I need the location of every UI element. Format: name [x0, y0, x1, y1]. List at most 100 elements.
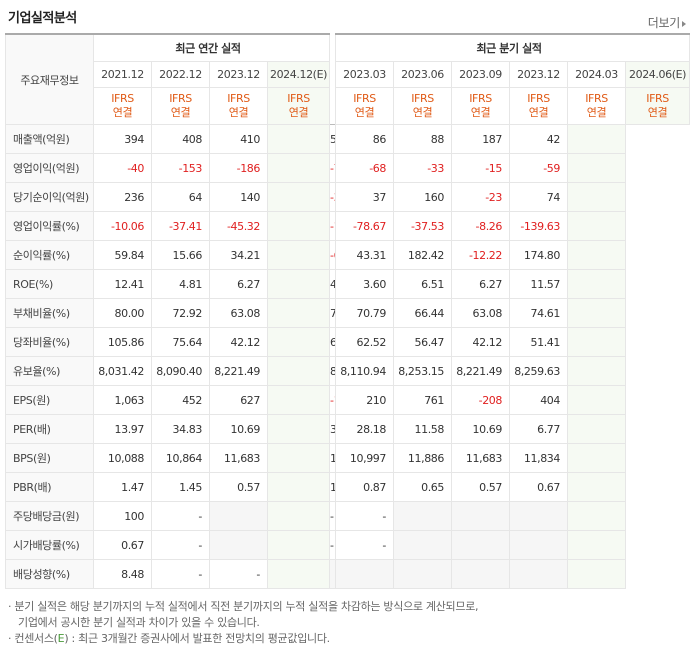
annual-value: 10,864 — [151, 443, 210, 473]
quarter-value: -33 — [393, 153, 452, 183]
quarter-value — [509, 501, 568, 531]
ifrs-label: IFRS 연결 — [509, 87, 568, 125]
quarter-value: -23 — [451, 182, 510, 212]
quarter-date: 2024.03 — [567, 61, 626, 88]
quarter-value — [335, 559, 394, 589]
annual-value: 10.69 — [209, 414, 268, 444]
quarter-value: 0.65 — [393, 472, 452, 502]
quarter-value — [567, 269, 626, 299]
consolidated-text: 연결 — [288, 106, 309, 119]
quarter-date: 2023.03 — [335, 61, 394, 88]
quarter-value: 11,886 — [393, 443, 452, 473]
annual-value — [267, 182, 330, 212]
quarter-value — [567, 530, 626, 560]
quarter-value: 182.42 — [393, 240, 452, 270]
quarter-value: 74 — [509, 182, 568, 212]
annual-value: 11,683 — [209, 443, 268, 473]
row-header-label: 주요재무정보 — [5, 33, 94, 125]
quarter-date: 2023.12 — [509, 61, 568, 88]
quarter-value: -139.63 — [509, 211, 568, 241]
ifrs-text: IFRS — [411, 92, 434, 105]
ifrs-text: IFRS — [527, 92, 550, 105]
ifrs-label: IFRS 연결 — [209, 87, 268, 125]
quarter-date: 2023.09 — [451, 61, 510, 88]
quarter-value: 56.47 — [393, 327, 452, 357]
quarter-value: 70.79 — [335, 298, 394, 328]
quarter-value — [567, 356, 626, 386]
annual-value: 75.64 — [151, 327, 210, 357]
more-label: 더보기 — [647, 16, 681, 30]
quarter-value: 42.12 — [451, 327, 510, 357]
ifrs-text: IFRS — [227, 92, 250, 105]
row-label: PBR(배) — [5, 472, 94, 502]
annual-value: 80.00 — [93, 298, 152, 328]
quarter-group-header: 최근 분기 실적 — [334, 33, 691, 62]
annual-value — [267, 240, 330, 270]
row-label: 주당배당금(원) — [5, 501, 94, 531]
ifrs-text: IFRS — [111, 92, 134, 105]
quarter-value: 6.27 — [451, 269, 510, 299]
quarter-value: 210 — [335, 385, 394, 415]
table-row: 영업이익(억원)-40-153-186-70-68-33-15-59 — [5, 153, 690, 183]
quarter-value: -12.22 — [451, 240, 510, 270]
quarter-value: 8,259.63 — [509, 356, 568, 386]
ifrs-text: IFRS — [646, 92, 669, 105]
table-row: 유보율(%)8,031.428,090.408,221.498,062.628,… — [5, 356, 690, 386]
quarter-value — [567, 298, 626, 328]
annual-date: 2022.12 — [151, 61, 210, 88]
annual-group-header: 최근 연간 실적 — [93, 33, 330, 62]
ifrs-label: IFRS 연결 — [567, 87, 626, 125]
quarter-value: 11,834 — [509, 443, 568, 473]
annual-value: - — [151, 559, 210, 589]
table-row: 부채비율(%)80.0072.9263.0872.6070.7966.4463.… — [5, 298, 690, 328]
annual-value — [267, 443, 330, 473]
table-row: BPS(원)10,08810,86411,68310,77110,99711,8… — [5, 443, 690, 473]
quarter-value: 404 — [509, 385, 568, 415]
quarter-value: 42 — [509, 124, 568, 154]
row-label: 배당성향(%) — [5, 559, 94, 589]
row-label: 당좌비율(%) — [5, 327, 94, 357]
quarter-value: -208 — [451, 385, 510, 415]
annual-value: 0.67 — [93, 530, 152, 560]
annual-value: 10,088 — [93, 443, 152, 473]
quarter-value: - — [335, 501, 394, 531]
quarter-value — [567, 124, 626, 154]
annual-value — [267, 298, 330, 328]
quarter-value — [509, 530, 568, 560]
quarter-value — [567, 559, 626, 589]
annual-value: 0.57 — [209, 472, 268, 502]
financial-table: 주요재무정보 최근 연간 실적 최근 분기 실적 2021.12 2022.12 2023… — [5, 33, 691, 589]
quarter-value: 51.41 — [509, 327, 568, 357]
consolidated-text: 연결 — [112, 106, 133, 119]
ifrs-text: IFRS — [585, 92, 608, 105]
annual-value — [267, 385, 330, 415]
annual-value: 410 — [209, 124, 268, 154]
annual-value: 140 — [209, 182, 268, 212]
annual-value: 12.41 — [93, 269, 152, 299]
ifrs-label: IFRS 연결 — [335, 87, 394, 125]
more-link[interactable]: 더보기 — [648, 14, 686, 31]
annual-value: 8,090.40 — [151, 356, 210, 386]
annual-value: 42.12 — [209, 327, 268, 357]
annual-value: 59.84 — [93, 240, 152, 270]
quarter-value: 63.08 — [451, 298, 510, 328]
quarter-value: 3.60 — [335, 269, 394, 299]
quarter-value: 6.51 — [393, 269, 452, 299]
annual-value — [267, 414, 330, 444]
quarter-value — [567, 153, 626, 183]
quarter-value — [393, 501, 452, 531]
quarter-value — [567, 414, 626, 444]
table-row: PER(배)13.9734.8310.6932.4128.1811.5810.6… — [5, 414, 690, 444]
quarter-value: - — [335, 530, 394, 560]
quarter-value: 187 — [451, 124, 510, 154]
annual-value: 15.66 — [151, 240, 210, 270]
annual-date: 2024.12(E) — [267, 61, 330, 88]
annual-value: 452 — [151, 385, 210, 415]
quarter-value: 88 — [393, 124, 452, 154]
annual-value — [267, 472, 330, 502]
annual-value — [267, 501, 330, 531]
annual-value: 394 — [93, 124, 152, 154]
row-label: ROE(%) — [5, 269, 94, 299]
quarter-value: 0.67 — [509, 472, 568, 502]
